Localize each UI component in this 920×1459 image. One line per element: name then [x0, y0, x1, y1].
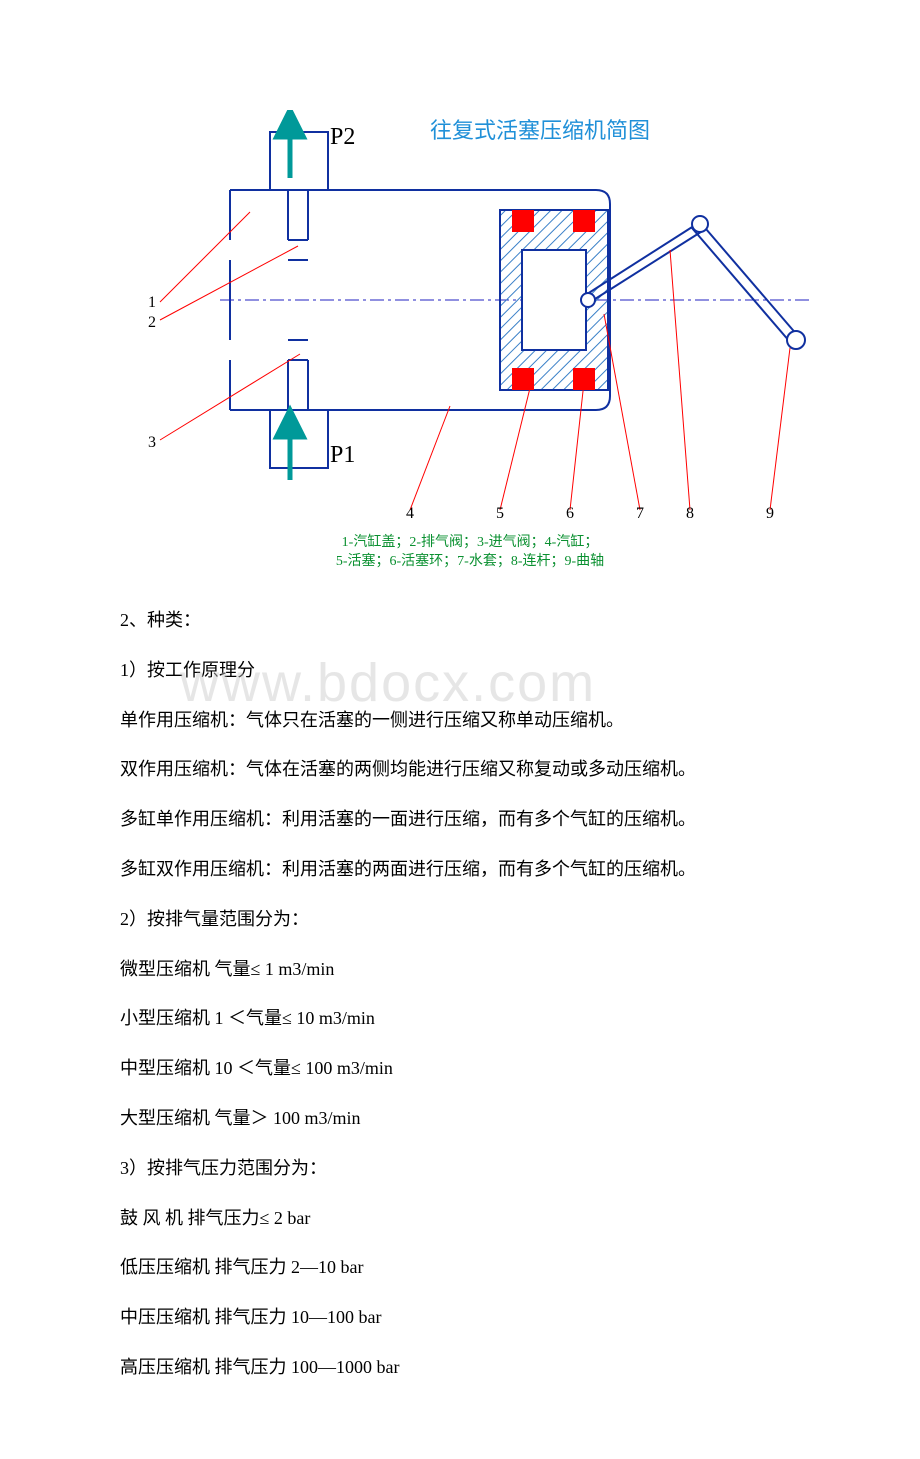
num-3: 3	[148, 434, 156, 451]
leader-6	[570, 382, 584, 510]
leader-4	[410, 406, 450, 510]
legend-line-1: 1-汽缸盖；2-排气阀；3-进气阀；4-汽缸；	[130, 533, 810, 553]
num-2: 2	[148, 314, 156, 331]
rod-lower-2	[692, 228, 790, 342]
ring-br	[573, 368, 595, 390]
num-7: 7	[636, 505, 644, 520]
ring-tl	[512, 210, 534, 232]
s3-c: 中压压缩机 排气压力 10—100 bar	[120, 1299, 820, 1337]
joint-crank	[787, 331, 805, 349]
label-p2: P2	[330, 124, 355, 150]
legend-line-2: 5-活塞；6-活塞环；7-水套；8-连杆；9-曲轴	[130, 552, 810, 572]
s1-b: 双作用压缩机：气体在活塞的两侧均能进行压缩又称复动或多动压缩机。	[120, 751, 820, 789]
ring-bl	[512, 368, 534, 390]
rod-lower-1	[700, 222, 798, 336]
compressor-diagram: 往复式活塞压缩机简图 P2 P1	[130, 110, 810, 572]
s2-c: 中型压缩机 10 ＜气量≤ 100 m3/min	[120, 1050, 820, 1088]
s3-a: 鼓 风 机 排气压力≤ 2 bar	[120, 1200, 820, 1238]
s3-b: 低压压缩机 排气压力 2—10 bar	[120, 1249, 820, 1287]
port-p1-box	[270, 410, 328, 468]
leader-8	[670, 250, 690, 510]
s2-b: 小型压缩机 1 ＜气量≤ 10 m3/min	[120, 1000, 820, 1038]
s3-title: 3）按排气压力范围分为：	[120, 1150, 820, 1188]
num-1: 1	[148, 294, 156, 311]
leader-7	[604, 314, 640, 510]
piston-inner	[522, 250, 586, 350]
diagram-legend: 1-汽缸盖；2-排气阀；3-进气阀；4-汽缸； 5-活塞；6-活塞环；7-水套；…	[130, 533, 810, 572]
num-5: 5	[496, 505, 504, 520]
num-6: 6	[566, 505, 574, 520]
s3-d: 高压压缩机 排气压力 100—1000 bar	[120, 1349, 820, 1387]
diagram-svg: 往复式活塞压缩机简图 P2 P1	[130, 110, 810, 520]
leader-5	[500, 388, 530, 510]
joint-piston	[581, 293, 595, 307]
diagram-title: 往复式活塞压缩机简图	[430, 118, 650, 143]
s1-title: 1）按工作原理分	[120, 652, 820, 690]
document-body: 2、种类： www.bdocx.com 1）按工作原理分 单作用压缩机：气体只在…	[120, 602, 820, 1387]
joint-mid	[692, 216, 708, 232]
num-4: 4	[406, 505, 414, 520]
num-8: 8	[686, 505, 694, 520]
ring-tr	[573, 210, 595, 232]
s1-c: 多缸单作用压缩机：利用活塞的一面进行压缩，而有多个气缸的压缩机。	[120, 801, 820, 839]
leader-1	[160, 212, 250, 302]
s2-a: 微型压缩机 气量≤ 1 m3/min	[120, 951, 820, 989]
s2-d: 大型压缩机 气量＞ 100 m3/min	[120, 1100, 820, 1138]
s1-a: 单作用压缩机：气体只在活塞的一侧进行压缩又称单动压缩机。	[120, 702, 820, 740]
s2-title: 2）按排气量范围分为：	[120, 901, 820, 939]
label-p1: P1	[330, 442, 355, 468]
port-p2-box	[270, 132, 328, 190]
num-9: 9	[766, 505, 774, 520]
s1-d: 多缸双作用压缩机：利用活塞的两面进行压缩，而有多个气缸的压缩机。	[120, 851, 820, 889]
heading-types: 2、种类：	[120, 602, 820, 640]
leader-9	[770, 348, 790, 510]
